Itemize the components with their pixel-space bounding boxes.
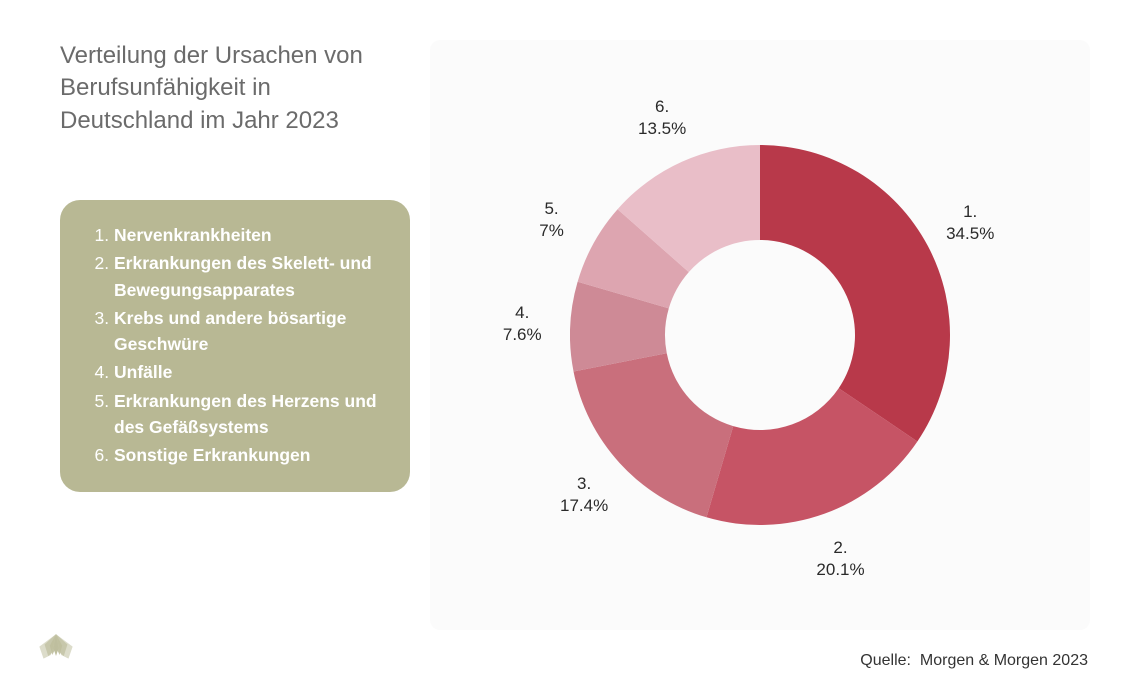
slice-label: 3.17.4% xyxy=(560,473,608,517)
donut-svg xyxy=(570,145,950,525)
infographic-container: Verteilung der Ursachen von Berufsunfähi… xyxy=(0,0,1138,700)
donut-slice xyxy=(760,145,950,441)
slice-label: 1.34.5% xyxy=(946,201,994,245)
brand-logo-icon xyxy=(30,630,82,682)
source-citation: Quelle: Morgen & Morgen 2023 xyxy=(860,652,1088,670)
slice-label: 2.20.1% xyxy=(816,537,864,581)
donut-chart: 1.34.5%2.20.1%3.17.4%4.7.6%5.7%6.13.5% xyxy=(570,145,950,525)
chart-panel: 1.34.5% 2.20.1% 3.17.4% 4.7.6% 5.7% 6.13.5% xyxy=(430,40,1090,630)
legend-item: Krebs und andere bösartige Geschwüre xyxy=(114,305,384,358)
legend-list: Nervenkrankheiten Erkrankungen des Skele… xyxy=(92,222,384,468)
slice-label: 5.7% xyxy=(539,198,564,242)
legend-item: Sonstige Erkrankungen xyxy=(114,442,384,468)
slice-label: 4.7.6% xyxy=(503,302,542,346)
source-label: Quelle: xyxy=(860,652,911,669)
legend-item: Erkrankungen des Herzens und des Gefäßsy… xyxy=(114,388,384,441)
legend-item: Nervenkrankheiten xyxy=(114,222,384,248)
slice-label: 6.13.5% xyxy=(638,96,686,140)
legend-box: Nervenkrankheiten Erkrankungen des Skele… xyxy=(60,200,410,492)
legend-item: Erkrankungen des Skelett- und Bewegungsa… xyxy=(114,250,384,303)
source-value: Morgen & Morgen 2023 xyxy=(920,652,1088,669)
chart-title: Verteilung der Ursachen von Berufsunfähi… xyxy=(60,40,380,137)
legend-item: Unfälle xyxy=(114,359,384,385)
